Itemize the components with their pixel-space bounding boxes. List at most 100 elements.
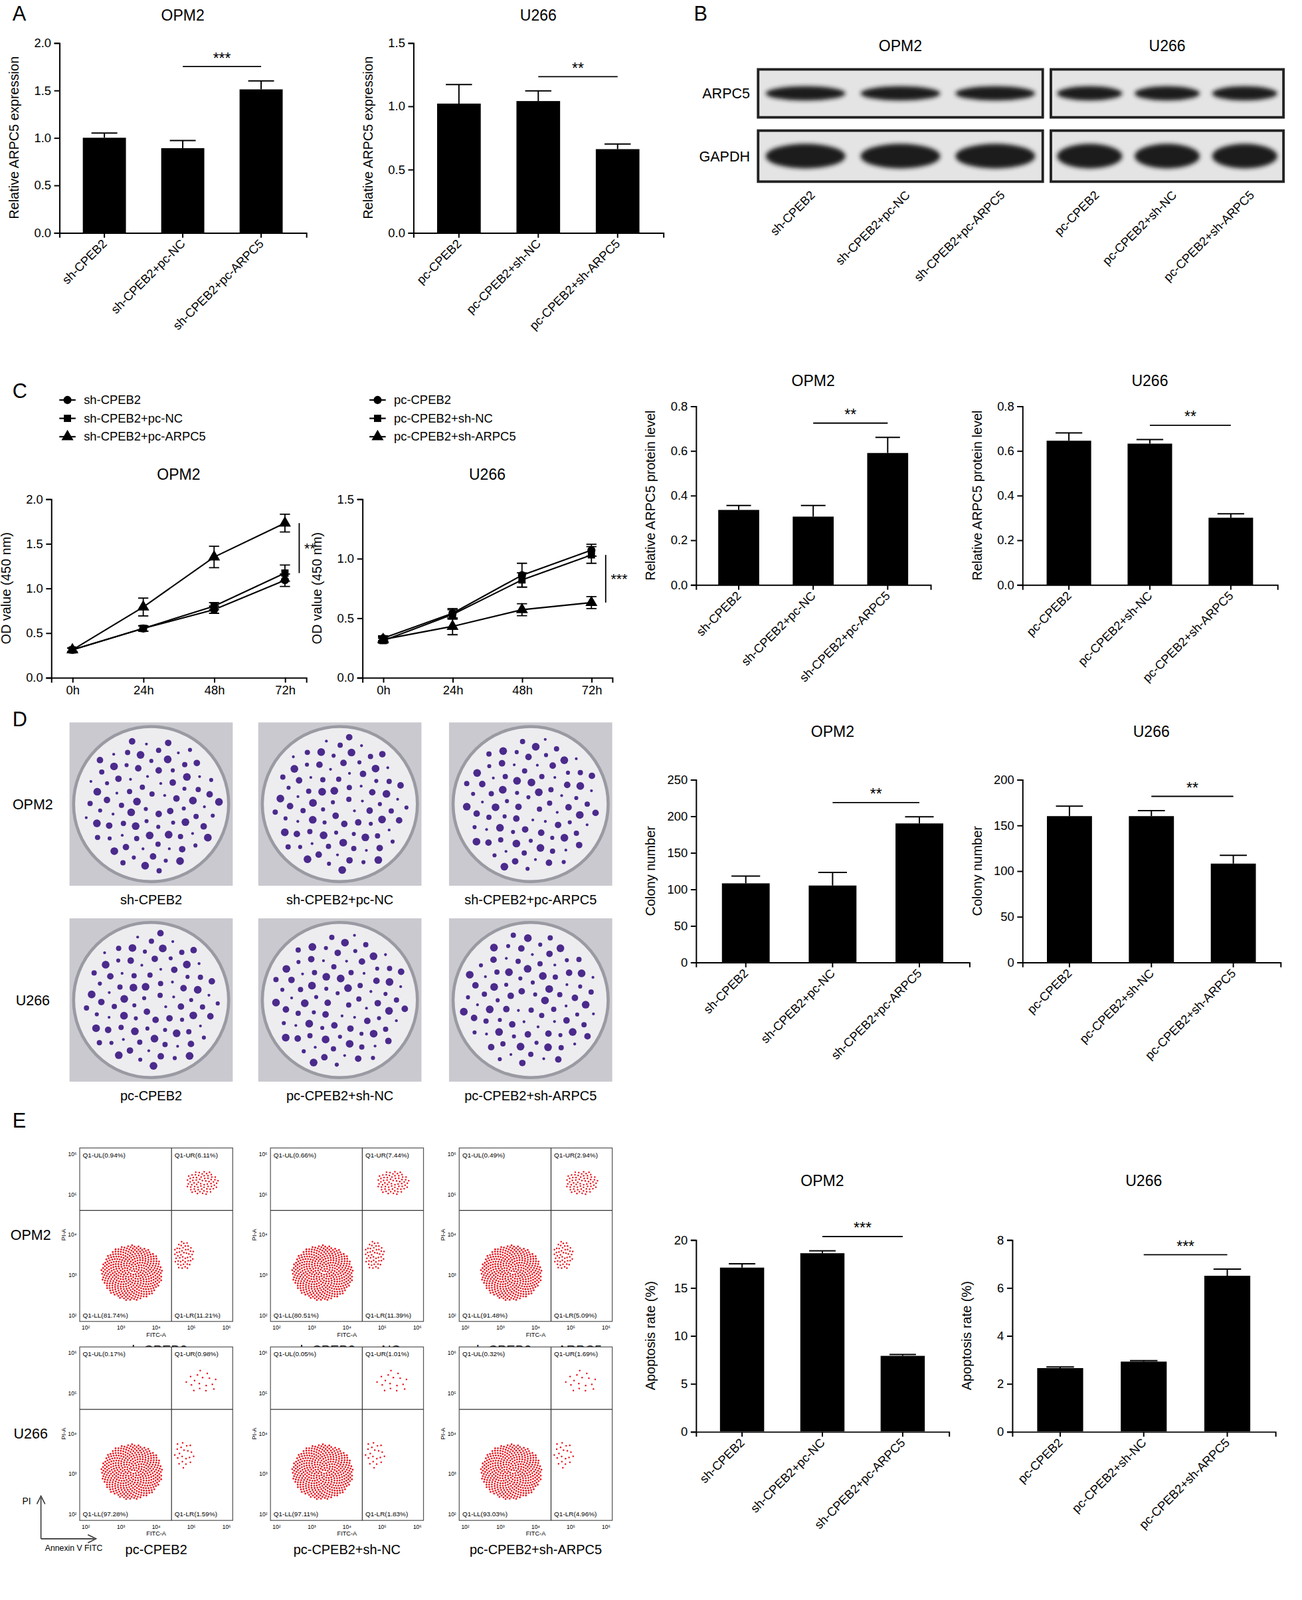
event-dot	[124, 1266, 127, 1269]
event-dot	[326, 1293, 329, 1296]
event-dot	[137, 1264, 140, 1267]
colony-dot	[319, 831, 328, 839]
colony-dot	[280, 828, 289, 837]
event-dot	[152, 1286, 155, 1289]
event-dot	[160, 1275, 163, 1278]
colony-dot	[186, 1051, 194, 1060]
event-dot	[191, 1258, 194, 1260]
event-dot	[115, 1279, 118, 1282]
event-dot	[142, 1264, 145, 1267]
event-dot	[187, 1248, 189, 1250]
quadrant-label: Q1-LR(11.21%)	[174, 1311, 221, 1319]
event-dot	[399, 1180, 401, 1182]
colony-dot	[352, 831, 357, 836]
event-dot	[300, 1280, 303, 1283]
event-dot	[111, 1258, 114, 1261]
event-dot	[209, 1190, 212, 1192]
colony-dot	[339, 838, 348, 847]
event-dot	[313, 1297, 316, 1300]
event-dot	[334, 1266, 337, 1269]
significance-label: ***	[213, 49, 232, 68]
event-dot	[333, 1295, 336, 1298]
event-dot	[199, 1182, 202, 1184]
colony-dot	[134, 835, 140, 841]
colony-dot	[215, 797, 224, 806]
colony-dot	[387, 828, 391, 832]
event-dot	[338, 1275, 341, 1278]
event-dot	[315, 1252, 318, 1255]
event-dot	[338, 1248, 341, 1251]
event-dot	[330, 1281, 333, 1284]
event-dot	[318, 1264, 321, 1267]
colony-dot	[170, 980, 174, 984]
event-dot	[135, 1293, 138, 1296]
colony-dot	[360, 784, 363, 788]
event-dot	[144, 1288, 147, 1291]
event-dot	[313, 1288, 316, 1291]
event-dot	[320, 1288, 323, 1291]
event-dot	[308, 1248, 311, 1251]
colony-dot	[281, 1033, 290, 1042]
tick-label: 0.4	[670, 488, 689, 503]
event-dot	[346, 1272, 349, 1275]
colony-dot	[120, 994, 129, 1003]
colony-dot	[365, 1006, 369, 1010]
colony-dot	[560, 755, 569, 764]
event-dot	[318, 1278, 321, 1281]
colony-dot	[395, 797, 399, 801]
colony-dot	[163, 858, 168, 863]
event-dot	[154, 1277, 157, 1280]
event-dot	[105, 1258, 108, 1261]
event-dot	[334, 1292, 337, 1295]
event-dot	[324, 1289, 327, 1292]
event-dot	[132, 1250, 135, 1253]
event-dot	[122, 1275, 125, 1278]
event-dot	[152, 1275, 155, 1278]
event-dot	[330, 1258, 333, 1261]
colony-dot	[126, 1046, 134, 1054]
event-dot	[103, 1273, 106, 1276]
cell-line-label: OPM2	[878, 37, 923, 55]
event-dot	[390, 1185, 392, 1187]
event-dot	[174, 1253, 176, 1255]
marker	[518, 575, 526, 584]
colony-dot	[524, 1030, 532, 1038]
blot-band	[765, 144, 846, 169]
event-dot	[123, 1246, 126, 1249]
colony-dot	[386, 778, 392, 784]
event-dot	[111, 1288, 114, 1291]
event-dot	[184, 1265, 186, 1267]
event-dot	[296, 1284, 299, 1287]
event-dot	[110, 1256, 113, 1259]
event-dot	[332, 1284, 335, 1287]
event-dot	[132, 1294, 135, 1297]
event-dot	[314, 1246, 317, 1249]
colony-dot	[518, 987, 525, 995]
event-dot	[326, 1290, 329, 1293]
colony-dot	[288, 976, 295, 984]
event-dot	[138, 1284, 141, 1287]
event-dot	[330, 1270, 333, 1273]
event-dot	[114, 1281, 117, 1284]
event-dot	[149, 1274, 152, 1277]
event-dot	[332, 1261, 335, 1264]
colony-dot	[522, 1020, 526, 1023]
colony-dot	[574, 757, 578, 760]
colony-dot	[404, 805, 409, 810]
colony-dot	[592, 809, 600, 816]
event-dot	[340, 1253, 343, 1256]
colony-dot	[206, 791, 214, 798]
event-dot	[342, 1264, 345, 1267]
event-dot	[326, 1270, 329, 1273]
event-dot	[187, 1183, 189, 1185]
bar	[1127, 443, 1172, 585]
colony-dot	[538, 971, 547, 980]
event-dot	[312, 1295, 315, 1298]
colony-dot	[293, 830, 301, 837]
colony-dot	[510, 829, 515, 834]
event-dot	[336, 1280, 339, 1283]
colony-dot	[172, 1055, 177, 1060]
event-dot	[315, 1282, 318, 1285]
event-dot	[150, 1287, 153, 1290]
event-dot	[158, 1280, 161, 1283]
